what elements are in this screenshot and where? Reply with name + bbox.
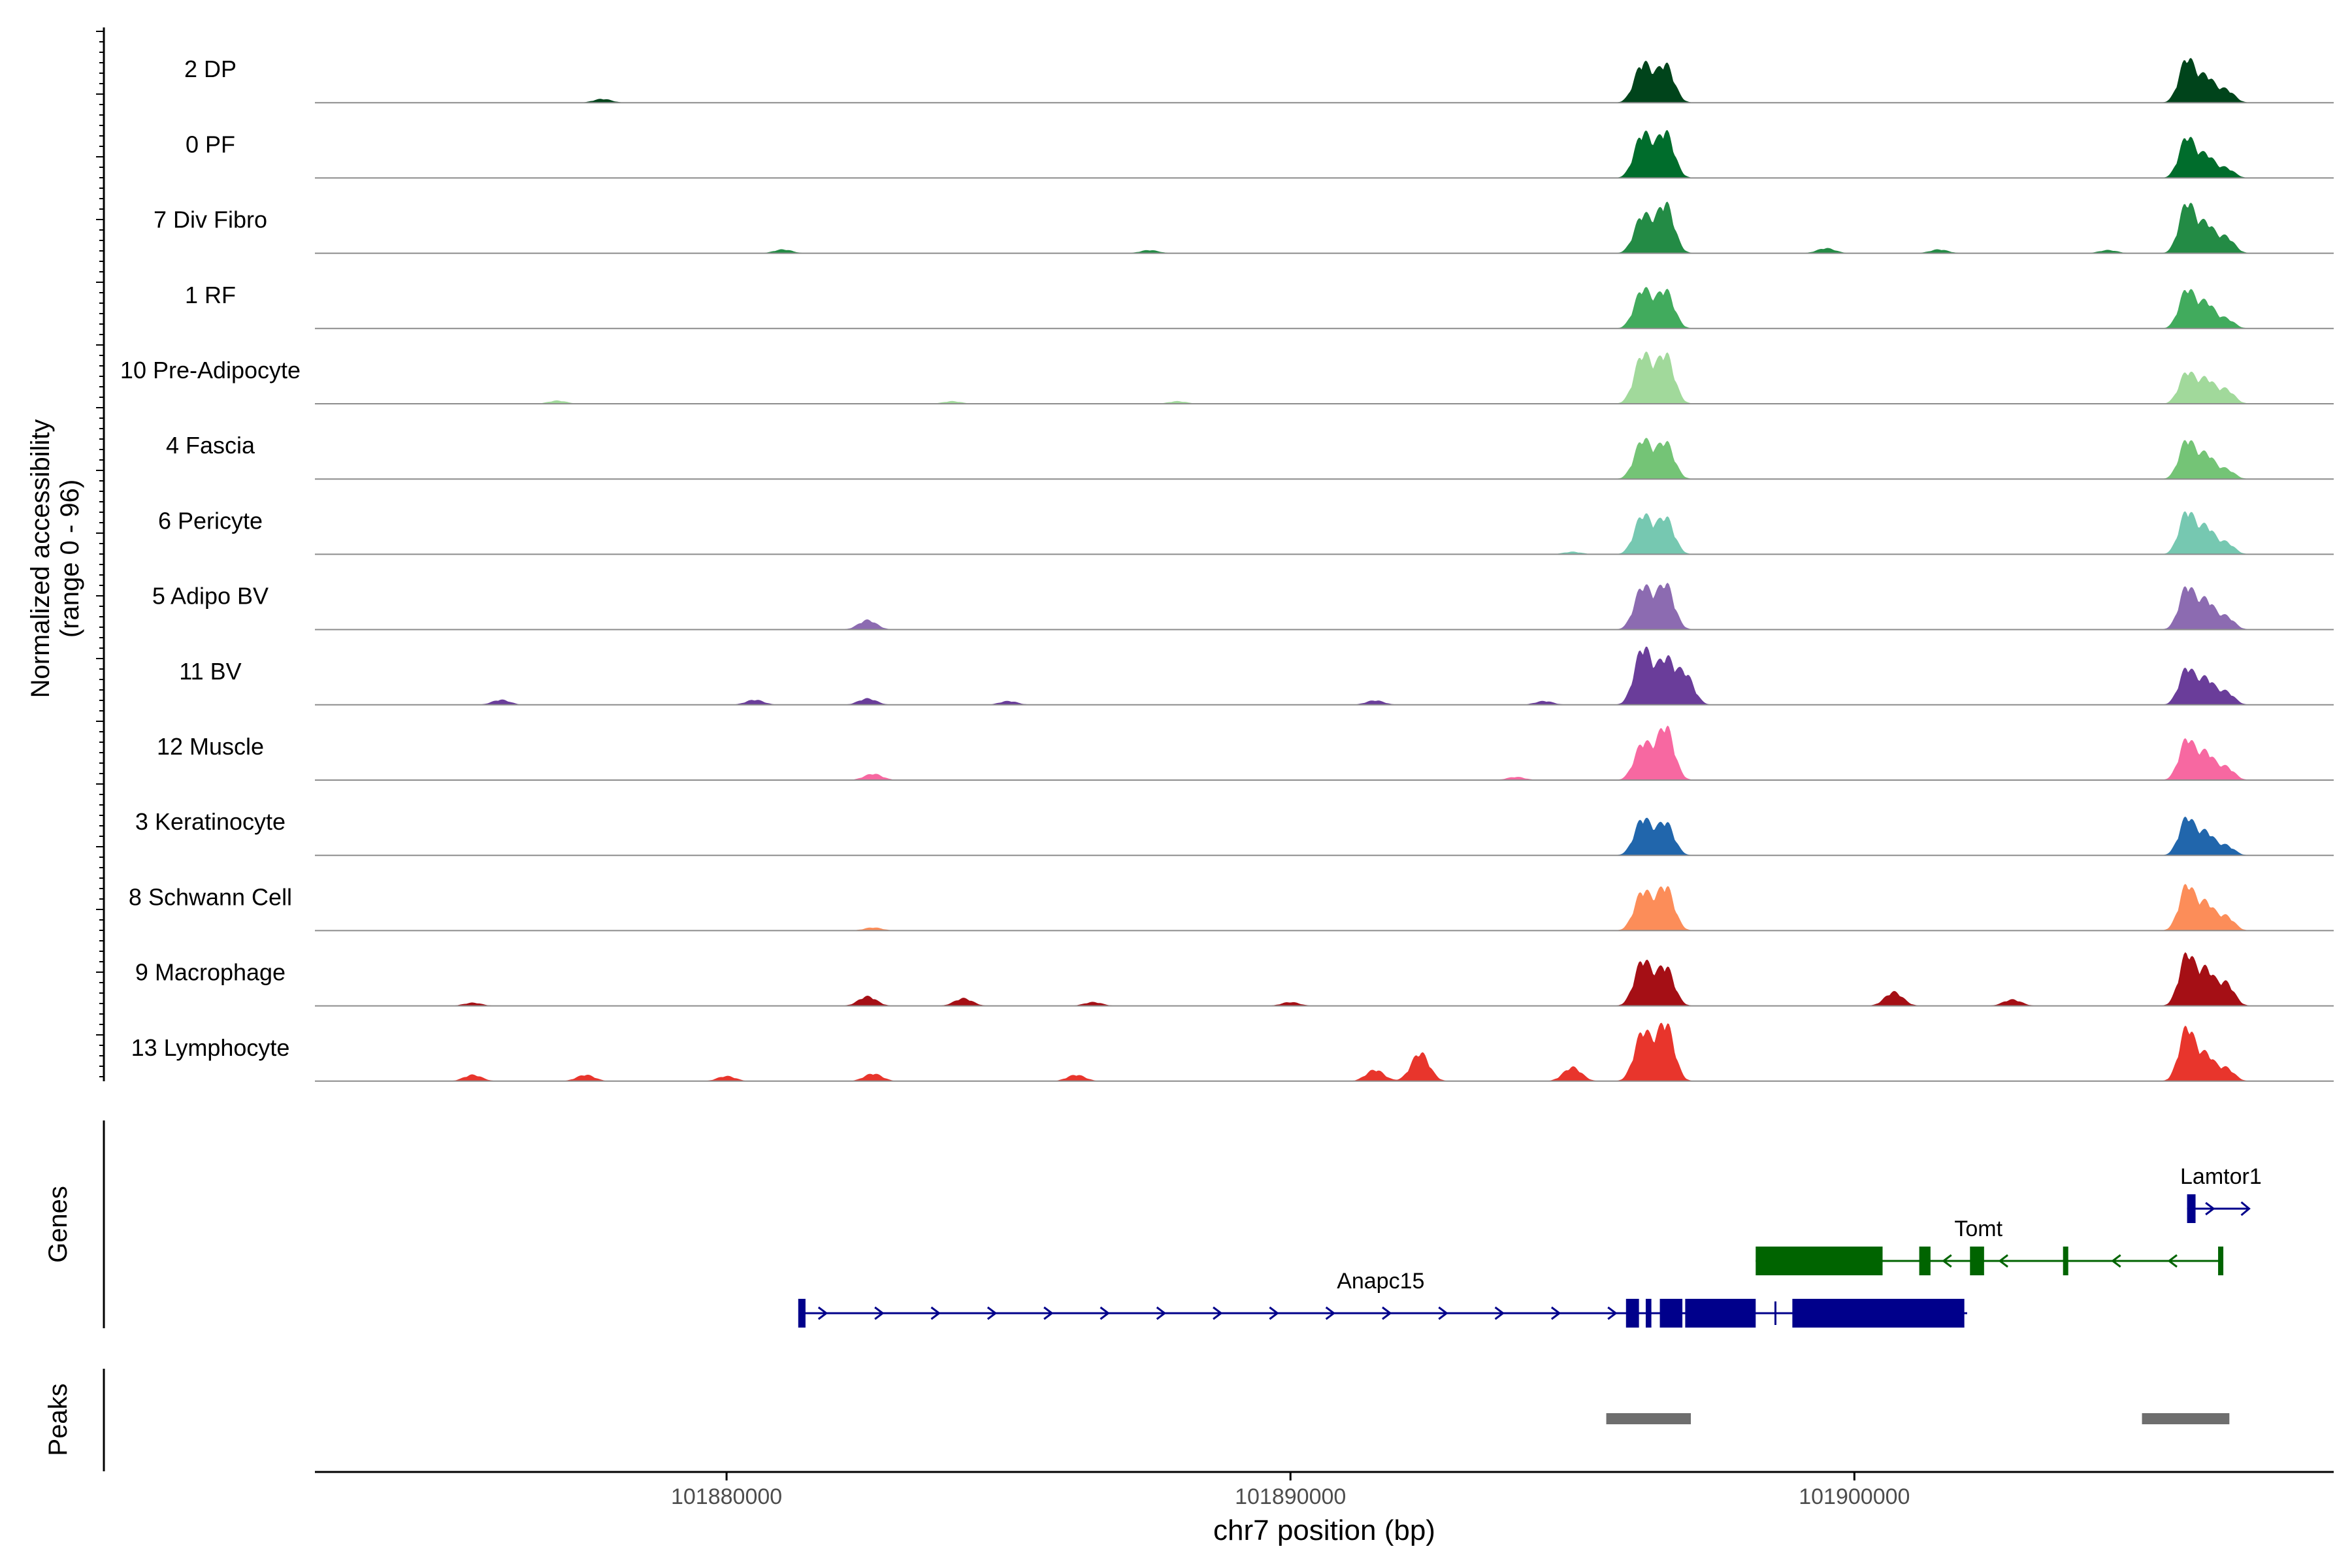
track-label: 12 Muscle — [157, 733, 264, 760]
track-area — [315, 287, 2334, 329]
strand-chevron — [2111, 1254, 2121, 1268]
track-9: 11 BV — [179, 646, 2334, 706]
genes-panel-label: Genes — [44, 1186, 73, 1263]
track-label: 2 DP — [184, 56, 237, 82]
strand-arrow — [2240, 1201, 2251, 1217]
gene-label: Anapc15 — [1337, 1269, 1424, 1294]
strand-chevron — [2205, 1201, 2215, 1216]
gene-exon — [1659, 1299, 1683, 1328]
track-label: 7 Div Fibro — [154, 206, 267, 233]
track-6: 4 Fascia — [166, 432, 2334, 480]
gene-exon — [1756, 1247, 1883, 1275]
track-12: 8 Schwann Cell — [129, 883, 2334, 932]
track-area — [315, 57, 2334, 103]
track-14: 13 Lymphocyte — [131, 1022, 2334, 1082]
strand-chevron — [1213, 1306, 1223, 1320]
track-11: 3 Keratinocyte — [135, 808, 2334, 857]
y-axis-range-label: (range 0 - 96) — [56, 480, 84, 638]
x-axis-label: chr7 position (bp) — [1213, 1514, 1435, 1546]
gene-exon — [1625, 1299, 1639, 1328]
strand-chevron — [1494, 1306, 1505, 1320]
strand-chevron — [1325, 1306, 1336, 1320]
track-label: 0 PF — [186, 131, 235, 157]
track-area — [315, 725, 2334, 780]
track-8: 5 Adipo BV — [152, 583, 2334, 630]
strand-chevron — [817, 1306, 828, 1320]
strand-chevron — [930, 1306, 941, 1320]
strand-chevron — [1043, 1306, 1054, 1320]
strand-chevron — [1382, 1306, 1392, 1320]
track-label: 3 Keratinocyte — [135, 808, 286, 835]
gene-exon — [1919, 1247, 1931, 1275]
track-label: 6 Pericyte — [158, 507, 263, 534]
x-tick-label: 101900000 — [1799, 1484, 1910, 1509]
track-area — [315, 646, 2334, 705]
peak-region — [2142, 1413, 2230, 1424]
track-area — [315, 952, 2334, 1006]
track-label: 13 Lymphocyte — [131, 1034, 290, 1061]
strand-chevron — [874, 1306, 885, 1320]
track-area — [315, 511, 2334, 555]
strand-chevron — [1942, 1254, 1952, 1268]
track-area — [315, 438, 2334, 480]
strand-chevron — [1269, 1306, 1279, 1320]
x-tick-label: 101890000 — [1235, 1484, 1346, 1509]
y-axis — [96, 27, 105, 1081]
y-axis-label: Normalized accessibility — [26, 419, 55, 698]
track-area — [315, 582, 2334, 630]
track-13: 9 Macrophage — [135, 952, 2334, 1007]
strand-chevron — [1100, 1306, 1110, 1320]
gene-exon — [1792, 1299, 1965, 1328]
x-axis-ticks: 101880000 101890000 101900000 — [671, 1472, 1910, 1509]
strand-chevron — [1998, 1254, 2008, 1268]
track-10: 12 Muscle — [157, 725, 2334, 781]
track-5: 10 Pre-Adipocyte — [120, 351, 2334, 404]
gene-exon — [2187, 1194, 2196, 1223]
track-2: 0 PF — [186, 130, 2334, 179]
track-area — [315, 883, 2334, 931]
gene-annotations: Anapc15 Tomt Lamtor1 — [798, 1164, 2262, 1328]
track-label: 5 Adipo BV — [152, 583, 269, 610]
gene-lamtor1: Lamtor1 — [2180, 1164, 2262, 1223]
gene-label: Lamtor1 — [2180, 1164, 2262, 1189]
strand-chevron — [1438, 1306, 1448, 1320]
peak-regions — [1606, 1413, 2230, 1424]
strand-chevron — [1607, 1306, 1618, 1320]
gene-tomt: Tomt — [1756, 1217, 2224, 1275]
accessibility-tracks: 2 DP 0 PF 7 Div Fibro 1 RF 10 Pre-Adipocyte 4… — [120, 56, 2334, 1082]
gene-exon — [1970, 1247, 1984, 1275]
track-area — [315, 130, 2334, 178]
gene-label: Tomt — [1954, 1217, 2002, 1241]
gene-exon — [800, 1299, 806, 1328]
track-area — [315, 351, 2334, 404]
track-label: 10 Pre-Adipocyte — [120, 357, 301, 384]
track-label: 11 BV — [179, 658, 241, 685]
track-area — [315, 1022, 2334, 1081]
gene-exon — [2063, 1247, 2068, 1275]
gene-exon — [1645, 1299, 1652, 1328]
track-1: 2 DP — [184, 56, 2334, 104]
strand-chevron — [1550, 1306, 1561, 1320]
strand-chevron — [1156, 1306, 1167, 1320]
track-label: 9 Macrophage — [135, 959, 286, 986]
peak-region — [1606, 1413, 1691, 1424]
peaks-panel-label: Peaks — [44, 1383, 73, 1456]
strand-chevron — [987, 1306, 998, 1320]
track-label: 4 Fascia — [166, 432, 255, 459]
track-area — [315, 201, 2334, 253]
gene-exon — [1685, 1299, 1756, 1328]
track-label: 1 RF — [185, 282, 236, 308]
strand-chevron — [2167, 1254, 2178, 1268]
track-7: 6 Pericyte — [158, 507, 2334, 555]
gene-anapc15: Anapc15 — [798, 1269, 1967, 1328]
x-tick-label: 101880000 — [671, 1484, 782, 1509]
track-3: 7 Div Fibro — [154, 201, 2334, 254]
track-4: 1 RF — [185, 282, 2334, 329]
track-label: 8 Schwann Cell — [129, 883, 292, 910]
track-area — [315, 816, 2334, 856]
